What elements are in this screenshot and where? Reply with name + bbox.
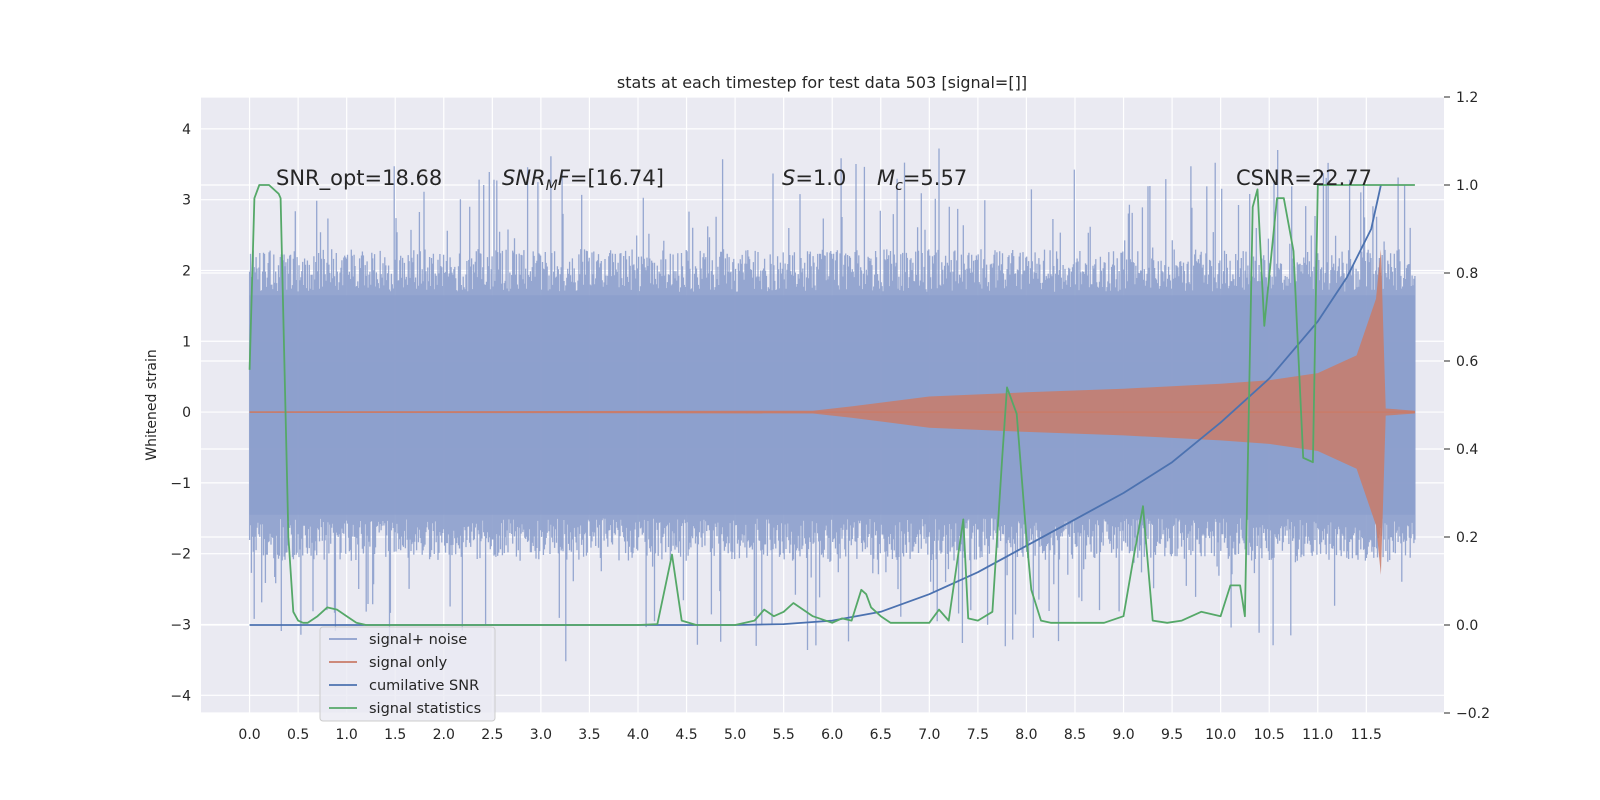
y-right-tick-label: 0.6	[1456, 354, 1478, 370]
x-tick-label: 6.5	[870, 727, 892, 743]
y-right-tick-label: −0.2	[1456, 706, 1490, 722]
legend-box	[319, 626, 496, 722]
annotation-snr-mf: SNRMF=[16.74]	[502, 166, 664, 194]
y-tick-label: −3	[170, 617, 191, 633]
legend-label-signal-only: signal only	[369, 655, 448, 671]
signal-only-series	[249, 249, 1415, 575]
annotation-mc-value: =5.57	[903, 166, 967, 190]
cumulative-snr-series	[249, 184, 1382, 626]
annotation-s-value: =1.0	[795, 166, 846, 190]
annotation-mc-subscript: c	[895, 178, 903, 194]
y-tick-label: −2	[170, 547, 191, 563]
legend-label-cumulative-snr: cumilative SNR	[369, 678, 479, 694]
y-right-tick-label: 0.2	[1456, 530, 1478, 546]
y-axis-label: Whitened strain	[144, 349, 160, 460]
y-tick-label: 3	[182, 193, 191, 209]
x-tick-label: 10.0	[1205, 727, 1236, 743]
y-right-tick-label: 0.0	[1456, 618, 1478, 634]
x-tick-label: 2.0	[433, 727, 455, 743]
legend-label-signal-statistics: signal statistics	[369, 701, 481, 717]
x-tick-label: 0.5	[287, 727, 309, 743]
legend: signal+ noise signal only cumilative SNR…	[319, 626, 496, 722]
x-tick-label: 9.0	[1112, 727, 1134, 743]
signal-statistics-line	[248, 184, 1415, 626]
y-right-tick-label: 1.0	[1456, 178, 1478, 194]
y-right-tick-label: 0.4	[1456, 442, 1478, 458]
y-tick-label: 2	[182, 263, 191, 279]
x-tick-label: 10.5	[1254, 727, 1285, 743]
x-tick-label: 5.0	[724, 727, 746, 743]
x-tick-label: 6.0	[821, 727, 843, 743]
annotation-snr-mf-symbol: SNR	[502, 166, 546, 190]
x-tick-label: 4.5	[675, 727, 697, 743]
chart-title: stats at each timestep for test data 503…	[617, 73, 1027, 92]
x-tick-label: 11.5	[1351, 727, 1382, 743]
annotation-snr-mf-value: =[16.74]	[570, 166, 664, 190]
x-tick-label: 8.5	[1064, 727, 1086, 743]
x-tick-label: 2.5	[481, 727, 503, 743]
x-tick-label: 11.0	[1302, 727, 1333, 743]
x-tick-label: 8.0	[1015, 727, 1037, 743]
y-tick-label: −4	[170, 688, 191, 704]
x-tick-label: 4.0	[627, 727, 649, 743]
y-tick-label: 0	[182, 405, 191, 421]
signal-statistics-series	[248, 184, 1415, 626]
x-tick-label: 3.5	[578, 727, 600, 743]
annotation-s: S=1.0	[782, 166, 846, 190]
x-tick-label: 1.5	[384, 727, 406, 743]
x-tick-label: 1.0	[336, 727, 358, 743]
x-tick-label: 3.0	[530, 727, 552, 743]
x-tick-label: 9.5	[1161, 727, 1183, 743]
annotation-snr-opt: SNR_opt=18.68	[276, 166, 442, 191]
annotation-mc-symbol: M	[877, 166, 895, 190]
legend-label-signal-noise: signal+ noise	[369, 632, 467, 648]
annotation-csnr: CSNR=22.77	[1236, 166, 1372, 190]
x-tick-label: 7.0	[918, 727, 940, 743]
axis-ticks: 0.0 0.5 1.0 1.5 2.0 2.5 3.0 3.5 4.0 4.5 5.0 5.5 6.0 6…	[170, 90, 1490, 743]
y-right-tick-label: 0.8	[1456, 266, 1478, 282]
y-right-tick-label: 1.2	[1456, 90, 1478, 106]
x-tick-label: 0.0	[238, 727, 260, 743]
annotations: SNR_opt=18.68 SNRMF=[16.74] S=1.0 Mc=5.5…	[276, 166, 1372, 194]
x-tick-label: 5.5	[773, 727, 795, 743]
y-tick-label: 1	[182, 334, 191, 350]
y-tick-label: 4	[182, 122, 191, 138]
cumulative-snr-line	[249, 184, 1382, 626]
y-tick-label: −1	[170, 476, 191, 492]
x-tick-label: 7.5	[967, 727, 989, 743]
annotation-mc: Mc=5.57	[877, 166, 967, 194]
annotation-snr-mf-subscript: M	[546, 178, 558, 194]
annotation-s-symbol: S	[782, 166, 795, 190]
